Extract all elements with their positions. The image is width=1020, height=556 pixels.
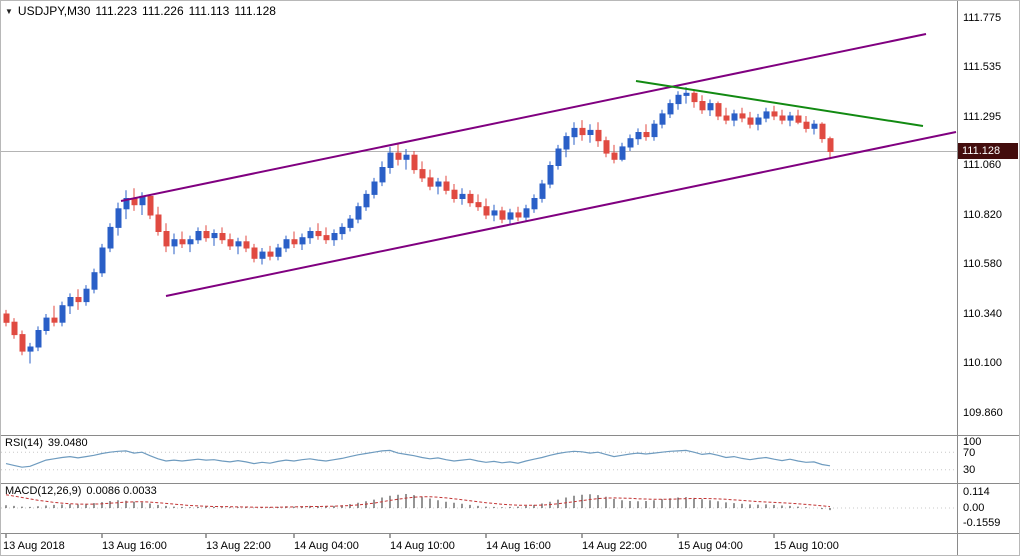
macd-name: MACD(12,26,9) (5, 485, 82, 497)
price-tick-label: 110.580 (963, 258, 1002, 270)
price-tick-label: 111.295 (963, 111, 1002, 123)
rsi-name: RSI(14) (5, 437, 43, 449)
panel-divider-macd-time[interactable] (1, 533, 1019, 534)
time-axis-label: 14 Aug 04:00 (294, 540, 359, 552)
price-tick-label: 109.860 (963, 407, 1003, 419)
rsi-level-label: 70 (963, 447, 976, 459)
price-tick-label: 111.775 (963, 12, 1002, 24)
panel-divider-rsi-macd[interactable] (1, 483, 1019, 484)
current-price-badge: 111.128 (958, 143, 1018, 159)
price-tick-label: 111.535 (963, 61, 1002, 73)
rsi-level-label: 30 (963, 464, 976, 476)
ohlc-open: 111.223 (95, 4, 138, 18)
macd-level-label: 0.00 (963, 502, 985, 514)
panel-divider-main-rsi[interactable] (1, 435, 1019, 436)
price-tick-label: 110.820 (963, 209, 1002, 221)
time-axis-label: 13 Aug 16:00 (102, 540, 167, 552)
time-axis-label: 15 Aug 10:00 (774, 540, 839, 552)
ohlc-low: 111.113 (188, 4, 230, 18)
macd-values: 0.0086 0.0033 (86, 485, 157, 497)
time-axis-label: 13 Aug 2018 (3, 540, 65, 552)
rsi-value: 39.0480 (47, 437, 88, 449)
rsi-level-label: 100 (963, 436, 982, 448)
quick-trade-arrow-icon[interactable]: ▼ (5, 7, 13, 16)
chart-header: ▼ USDJPY,M30 111.223 111.226 111.113 111.128 (5, 4, 281, 18)
ohlc-high: 111.226 (142, 4, 184, 18)
price-tick-label: 110.340 (963, 308, 1002, 320)
time-axis-label: 15 Aug 04:00 (678, 540, 743, 552)
time-axis-label: 14 Aug 10:00 (390, 540, 455, 552)
macd-level-label: -0.1559 (963, 517, 1001, 529)
price-tick-label: 111.060 (963, 159, 1002, 171)
price-tick-label: 110.100 (963, 357, 1002, 369)
time-axis-label: 14 Aug 22:00 (582, 540, 647, 552)
symbol-timeframe-label: USDJPY,M30 (17, 4, 91, 18)
macd-level-label: 0.114 (963, 486, 990, 498)
macd-indicator-label: MACD(12,26,9) 0.0086 0.0033 (5, 485, 162, 497)
ohlc-close: 111.128 (234, 4, 276, 18)
time-axis-label: 13 Aug 22:00 (206, 540, 271, 552)
price-axis-divider[interactable] (957, 1, 958, 555)
time-axis-label: 14 Aug 16:00 (486, 540, 551, 552)
rsi-indicator-label: RSI(14) 39.0480 (5, 437, 93, 449)
